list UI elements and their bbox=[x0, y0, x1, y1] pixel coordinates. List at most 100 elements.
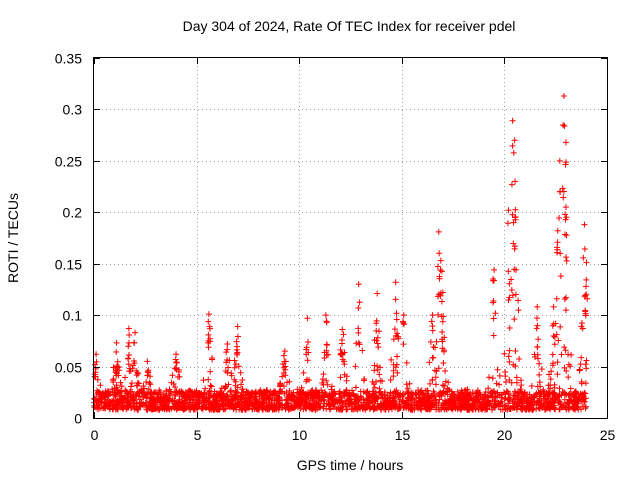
data-point bbox=[563, 254, 570, 261]
data-point bbox=[578, 380, 585, 387]
data-point bbox=[396, 401, 403, 408]
data-point bbox=[166, 386, 173, 393]
y-tick-label: 0.1 bbox=[63, 308, 83, 324]
data-point bbox=[457, 395, 464, 402]
data-point bbox=[275, 397, 282, 404]
data-point bbox=[561, 123, 568, 130]
data-point bbox=[210, 392, 217, 399]
data-point bbox=[533, 315, 540, 322]
data-point bbox=[202, 385, 209, 392]
data-point bbox=[561, 396, 568, 403]
data-point bbox=[511, 316, 518, 323]
data-point bbox=[501, 350, 508, 357]
data-point-peak bbox=[132, 329, 139, 336]
data-point bbox=[161, 406, 168, 413]
data-point bbox=[131, 357, 138, 364]
data-point bbox=[561, 344, 568, 351]
data-point bbox=[164, 394, 171, 401]
data-point bbox=[510, 219, 517, 226]
data-point bbox=[304, 392, 311, 399]
data-point bbox=[549, 351, 556, 358]
data-point bbox=[325, 401, 332, 408]
data-point bbox=[559, 185, 566, 192]
data-point bbox=[360, 377, 367, 384]
data-point bbox=[560, 389, 567, 396]
data-point bbox=[256, 390, 263, 397]
x-tick-label: 0 bbox=[91, 427, 99, 443]
data-point bbox=[273, 400, 280, 407]
data-point bbox=[126, 368, 133, 375]
data-point bbox=[554, 359, 561, 366]
data-point bbox=[494, 389, 501, 396]
data-point bbox=[393, 316, 400, 323]
data-point bbox=[218, 391, 225, 398]
data-point bbox=[551, 341, 558, 348]
data-point bbox=[101, 400, 108, 407]
data-point bbox=[111, 385, 118, 392]
data-point bbox=[505, 353, 512, 360]
data-point bbox=[388, 356, 395, 363]
data-point bbox=[510, 149, 517, 156]
data-point bbox=[234, 333, 241, 340]
data-point bbox=[348, 406, 355, 413]
data-point bbox=[435, 311, 442, 318]
data-point bbox=[181, 404, 188, 411]
data-point bbox=[409, 392, 416, 399]
data-point bbox=[239, 386, 246, 393]
data-point bbox=[118, 393, 125, 400]
y-tick-label: 0 bbox=[74, 411, 82, 427]
data-point bbox=[583, 283, 590, 290]
data-point bbox=[578, 406, 585, 413]
data-point bbox=[377, 377, 384, 384]
data-point bbox=[310, 403, 317, 410]
data-point bbox=[438, 268, 445, 275]
data-point bbox=[147, 389, 154, 396]
data-point bbox=[333, 397, 340, 404]
data-point bbox=[339, 336, 346, 343]
data-point bbox=[208, 383, 215, 390]
data-point bbox=[536, 405, 543, 412]
data-point bbox=[560, 121, 567, 128]
data-point bbox=[437, 392, 444, 399]
data-point bbox=[556, 385, 563, 392]
data-point bbox=[427, 338, 434, 345]
data-point bbox=[511, 388, 518, 395]
data-point bbox=[131, 406, 138, 413]
data-point bbox=[363, 403, 370, 410]
data-point bbox=[556, 405, 563, 412]
data-point bbox=[550, 332, 557, 339]
data-point bbox=[113, 363, 120, 370]
data-point bbox=[578, 323, 585, 330]
data-point bbox=[359, 347, 366, 354]
data-point bbox=[490, 299, 497, 306]
data-point bbox=[207, 368, 214, 375]
data-point bbox=[469, 397, 476, 404]
data-point bbox=[582, 361, 589, 368]
data-point bbox=[442, 367, 449, 374]
data-point bbox=[323, 377, 330, 384]
data-point bbox=[439, 345, 446, 352]
data-point bbox=[196, 400, 203, 407]
y-tick-label: 0.2 bbox=[63, 205, 83, 221]
data-point bbox=[536, 360, 543, 367]
data-point bbox=[342, 400, 349, 407]
data-point-peak bbox=[505, 207, 512, 214]
data-point bbox=[205, 376, 212, 383]
data-point bbox=[429, 399, 436, 406]
data-point bbox=[114, 358, 121, 365]
data-point bbox=[135, 393, 142, 400]
data-point bbox=[324, 341, 331, 348]
data-point bbox=[510, 392, 517, 399]
data-point-peak bbox=[125, 325, 132, 332]
data-point bbox=[504, 220, 511, 227]
data-point bbox=[247, 390, 254, 397]
data-point bbox=[138, 388, 145, 395]
data-point bbox=[127, 388, 134, 395]
data-point bbox=[374, 334, 381, 341]
data-point bbox=[293, 394, 300, 401]
data-point bbox=[374, 366, 381, 373]
data-point-peak bbox=[562, 204, 569, 211]
data-point bbox=[345, 401, 352, 408]
data-point bbox=[557, 250, 564, 257]
data-point bbox=[133, 367, 140, 374]
